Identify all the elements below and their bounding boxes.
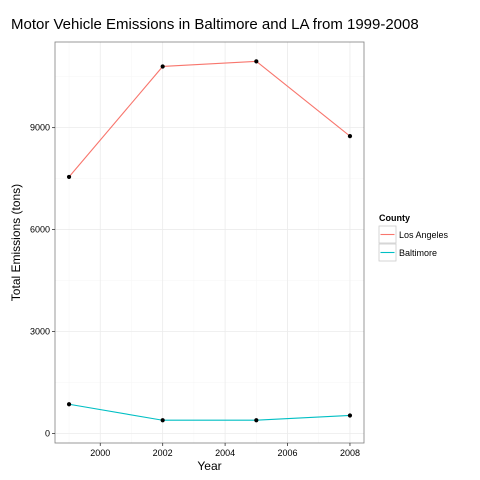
x-tick-label: 2002	[153, 448, 173, 458]
x-tick-label: 2006	[278, 448, 298, 458]
y-tick-label: 9000	[30, 123, 50, 133]
chart-title: Motor Vehicle Emissions in Baltimore and…	[11, 16, 419, 33]
y-tick-label: 3000	[30, 327, 50, 337]
plot-panel	[54, 41, 365, 444]
series-group	[66, 59, 353, 423]
series-line-baltimore	[68, 403, 350, 421]
legend-label-baltimore: Baltimore	[399, 248, 437, 258]
y-tick-label: 6000	[30, 225, 50, 235]
data-point-baltimore	[66, 402, 72, 407]
data-point-los-angeles	[347, 134, 353, 139]
data-point-baltimore	[160, 418, 165, 423]
x-tick-label: 2000	[90, 448, 110, 458]
legend-label-los-angeles: Los Angeles	[399, 230, 449, 240]
legend-title: County	[379, 213, 410, 223]
x-tick-label: 2004	[215, 448, 235, 458]
series-line-los-angeles	[68, 60, 351, 178]
legend-key-baltimore	[378, 243, 397, 262]
legend: County Los Angeles Baltimore	[378, 213, 449, 262]
grid-lines	[55, 42, 364, 443]
data-point-los-angeles	[66, 174, 72, 180]
data-point-los-angeles	[160, 64, 165, 69]
x-axis-title: Year	[197, 459, 221, 473]
x-tick-label: 2008	[340, 448, 360, 458]
legend-key-los-angeles	[378, 225, 397, 244]
data-point-baltimore	[347, 413, 353, 418]
data-point-los-angeles	[254, 59, 259, 64]
data-point-baltimore	[254, 418, 259, 423]
y-tick-label: 0	[45, 428, 50, 438]
y-axis-title: Total Emissions (tons)	[9, 184, 23, 301]
axis-ticks: 2000 2002 2004 2006 2008 0 3000 6000 9000	[30, 123, 360, 458]
